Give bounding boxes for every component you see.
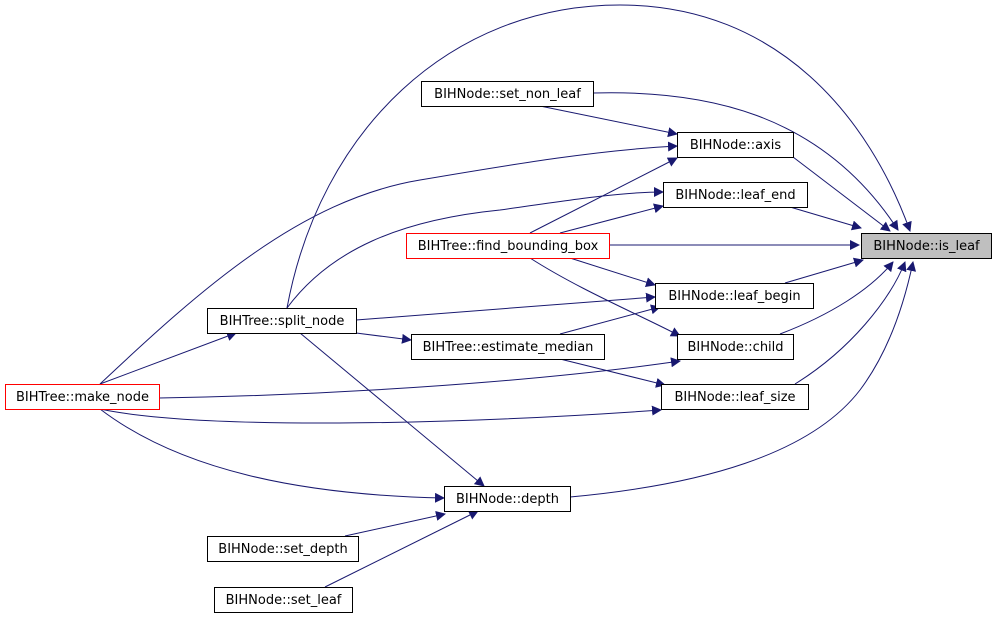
node-box <box>207 308 357 334</box>
node-box <box>5 384 160 410</box>
node-box <box>661 384 809 410</box>
edge <box>286 4 912 309</box>
node-label: BIHTree::find_bounding_box <box>418 239 599 254</box>
edge <box>559 203 664 234</box>
node: BIHNode::axis <box>677 132 794 158</box>
edge <box>99 405 662 424</box>
node: BIHTree::estimate_median <box>411 334 605 360</box>
edge <box>158 357 681 399</box>
node: BIHNode::leaf_size <box>661 384 809 410</box>
node-label: BIHTree::make_node <box>16 390 149 405</box>
node: BIHNode::leaf_end <box>663 182 808 208</box>
edge <box>529 257 681 337</box>
node-box <box>406 233 610 259</box>
edge <box>99 141 678 385</box>
node-box <box>677 334 794 360</box>
node-label: BIHTree::split_node <box>220 314 345 329</box>
node: BIHTree::make_node <box>5 384 160 410</box>
edge <box>779 261 894 335</box>
edge <box>784 257 864 284</box>
edge <box>355 292 656 321</box>
edge <box>559 304 661 335</box>
edge <box>286 187 664 309</box>
edge <box>99 331 237 385</box>
node-box <box>411 334 605 360</box>
node: BIHNode::is_leaf <box>861 233 992 259</box>
node: BIHNode::set_leaf <box>214 587 353 613</box>
edge <box>344 511 446 537</box>
node-label: BIHNode::leaf_begin <box>668 289 800 304</box>
node-box <box>663 182 808 208</box>
edge <box>792 156 891 232</box>
node: BIHTree::find_bounding_box <box>406 233 610 259</box>
node: BIHTree::split_node <box>207 308 357 334</box>
edge <box>324 510 479 588</box>
node-box <box>207 536 359 562</box>
edge <box>355 332 412 344</box>
edge <box>569 257 656 288</box>
node-label: BIHNode::set_non_leaf <box>434 87 581 102</box>
edge <box>299 332 485 487</box>
node-box <box>214 587 353 613</box>
edge <box>794 261 907 385</box>
edges <box>99 4 917 588</box>
node-box <box>444 486 571 512</box>
node-label: BIHNode::leaf_size <box>674 390 795 405</box>
node-box <box>677 132 794 158</box>
node-label: BIHNode::leaf_end <box>675 188 795 203</box>
node: BIHNode::depth <box>444 486 571 512</box>
nodes: BIHNode::is_leaf BIHNode::set_non_leafBIH… <box>5 81 992 613</box>
edge <box>559 358 666 388</box>
edge <box>99 408 445 503</box>
node-label: BIHNode::is_leaf <box>873 239 980 254</box>
edge <box>789 206 862 231</box>
node: BIHNode::child <box>677 334 794 360</box>
edge <box>539 105 678 138</box>
node-label: BIHNode::child <box>687 340 783 355</box>
edge <box>569 261 917 498</box>
edge <box>592 92 899 231</box>
node-box <box>421 81 594 107</box>
node-box <box>655 283 814 309</box>
node-box <box>861 233 992 259</box>
node-label: BIHNode::axis <box>690 138 781 153</box>
node-label: BIHTree::estimate_median <box>423 340 594 355</box>
node: BIHNode::leaf_begin <box>655 283 814 309</box>
node-label: BIHNode::set_leaf <box>226 593 342 608</box>
node: BIHNode::set_depth <box>207 536 359 562</box>
node: BIHNode::set_non_leaf <box>421 81 594 107</box>
node-label: BIHNode::depth <box>456 492 559 507</box>
node-label: BIHNode::set_depth <box>218 542 347 557</box>
